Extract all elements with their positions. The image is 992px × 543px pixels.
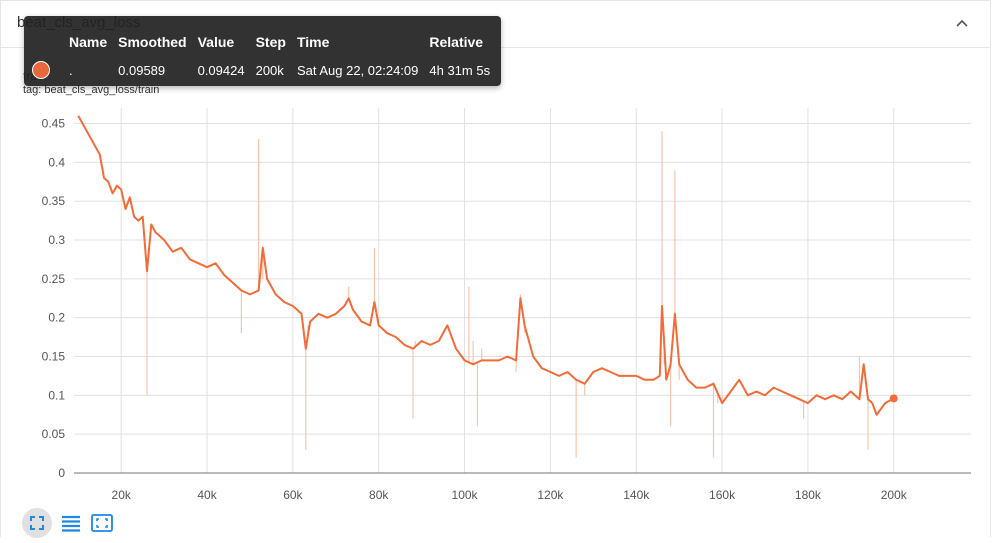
tooltip-header-time: Time xyxy=(296,34,330,50)
x-tick-label: 40k xyxy=(197,488,217,500)
y-tick-label: 0.35 xyxy=(42,194,66,208)
y-tick-label: 0.15 xyxy=(42,350,66,364)
smoothed-series-line[interactable] xyxy=(77,115,895,416)
x-tick-label: 200k xyxy=(881,488,908,500)
y-tick-label: 0.05 xyxy=(42,427,66,441)
tooltip-header-smoothed: Smoothed xyxy=(118,34,187,50)
tooltip-header-name: Name xyxy=(69,34,108,50)
x-tick-label: 100k xyxy=(452,488,479,500)
x-tick-label: 160k xyxy=(709,488,736,500)
data-selection-icon[interactable] xyxy=(60,512,84,534)
x-tick-label: 60k xyxy=(283,488,303,500)
tooltip-relative: 4h 31m 5s xyxy=(429,62,491,78)
tooltip-smoothed: 0.09589 xyxy=(118,62,166,78)
tooltip-time: Sat Aug 22, 02:24:09 xyxy=(296,62,419,78)
tooltip-header-relative: Relative xyxy=(429,34,484,50)
expand-icon[interactable] xyxy=(22,508,52,538)
x-tick-label: 80k xyxy=(369,488,389,500)
hover-point-marker[interactable] xyxy=(889,394,898,403)
y-tick-label: 0.25 xyxy=(42,272,66,286)
y-tick-label: 0.2 xyxy=(48,311,65,325)
tooltip-header-swatch xyxy=(32,34,69,61)
y-tick-label: 0.4 xyxy=(48,155,65,169)
tooltip-header-value: Value xyxy=(197,34,235,50)
tooltip-header-row: Name Smoothed Value Step Time Relative xyxy=(32,34,501,61)
chevron-up-icon[interactable] xyxy=(952,13,972,33)
x-tick-label: 20k xyxy=(112,488,132,500)
tooltip-header-step: Step xyxy=(255,34,286,50)
tag-label: tag: beat_cls_avg_loss/train xyxy=(23,84,160,96)
y-tick-label: 0.3 xyxy=(48,233,65,247)
series-swatch-icon xyxy=(32,61,69,79)
y-tick-label: 0.45 xyxy=(42,117,66,131)
line-chart[interactable]: 20k 40k 60k 80k 100k 120k 140k 160k 180k 200k 0 0.0… xyxy=(0,100,992,500)
tooltip-value: 0.09424 xyxy=(197,62,245,78)
x-tick-label: 120k xyxy=(537,488,564,500)
tooltip-name: . xyxy=(69,62,73,78)
y-tick-label: 0.1 xyxy=(48,388,65,402)
chart-tooltip: Name Smoothed Value Step Time Relative .… xyxy=(24,16,501,86)
tooltip-row: . 0.09589 0.09424 200k Sat Aug 22, 02:24… xyxy=(32,61,501,79)
y-tick-label: 0 xyxy=(58,466,65,480)
x-tick-label: 180k xyxy=(795,488,822,500)
x-tick-label: 140k xyxy=(623,488,650,500)
tooltip-step: 200k xyxy=(255,62,284,78)
tooltip-table: Name Smoothed Value Step Time Relative .… xyxy=(32,34,501,79)
fit-domain-icon[interactable] xyxy=(90,512,114,534)
